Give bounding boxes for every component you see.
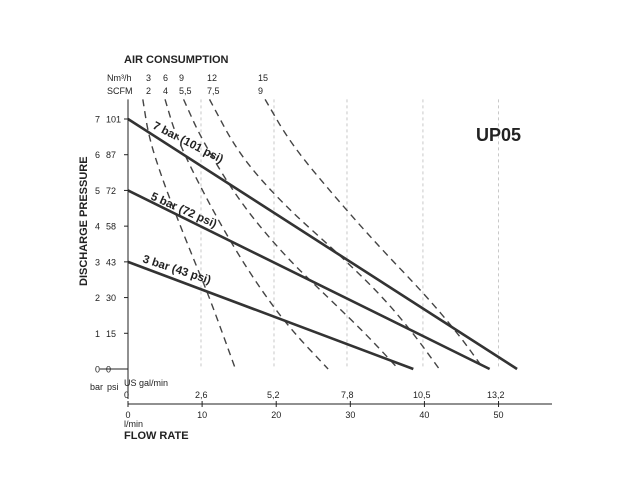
x-gpm-tick-label: 2,6 xyxy=(195,390,208,400)
x-axis-title: FLOW RATE xyxy=(124,430,189,442)
y-bar-tick-label: 1 xyxy=(95,329,100,339)
axes-layer xyxy=(100,99,552,407)
series-line-0 xyxy=(127,117,518,371)
nm3h-unit-label: Nm³/h xyxy=(107,73,132,83)
scfm-tick-label: 5,5 xyxy=(179,86,192,96)
y-psi-tick-label: 30 xyxy=(106,293,116,303)
nm3h-tick-label: 3 xyxy=(146,73,151,83)
scfm-tick-label: 7,5 xyxy=(207,86,220,96)
y-bar-tick-label: 6 xyxy=(95,150,100,160)
y-bar-tick-label: 4 xyxy=(95,222,100,232)
y-bar-tick-label: 0 xyxy=(95,365,100,375)
grid-layer xyxy=(200,99,499,369)
y-psi-tick-label: 87 xyxy=(106,150,116,160)
y-unit-psi: psi xyxy=(107,382,119,392)
x-lmin-tick-label: 40 xyxy=(419,410,429,420)
x-lmin-tick-label: 20 xyxy=(271,410,281,420)
y-psi-tick-label: 101 xyxy=(106,115,121,125)
y-axis-title: DISCHARGE PRESSURE xyxy=(78,156,90,286)
air-curve-12 xyxy=(208,99,440,370)
x-lmin-tick-label: 0 xyxy=(125,410,130,420)
y-psi-tick-label: 72 xyxy=(106,186,116,196)
model-label: UP05 xyxy=(476,125,521,145)
x-lmin-tick-label: 50 xyxy=(494,410,504,420)
y-psi-tick-label: 43 xyxy=(106,257,116,267)
nm3h-tick-label: 6 xyxy=(163,73,168,83)
scfm-unit-label: SCFM xyxy=(107,86,133,96)
x-unit-lmin: l/min xyxy=(124,419,143,429)
air-curve-15 xyxy=(264,99,485,370)
x-gpm-tick-label: 13,2 xyxy=(487,390,505,400)
air-curve-9 xyxy=(182,99,400,370)
nm3h-tick-label: 9 xyxy=(179,73,184,83)
nm3h-tick-label: 15 xyxy=(258,73,268,83)
y-unit-bar: bar xyxy=(90,382,103,392)
x-gpm-tick-label: 5,2 xyxy=(267,390,280,400)
scfm-tick-label: 4 xyxy=(163,86,168,96)
scfm-tick-label: 9 xyxy=(258,86,263,96)
air-curve-3 xyxy=(142,99,237,370)
x-gpm-tick-label: 0 xyxy=(124,390,129,400)
nm3h-tick-label: 12 xyxy=(207,73,217,83)
x-gpm-tick-label: 10,5 xyxy=(413,390,431,400)
x-lmin-tick-label: 10 xyxy=(197,410,207,420)
series-line-2 xyxy=(127,260,414,371)
y-psi-tick-label: 58 xyxy=(106,222,116,232)
pressure-series xyxy=(127,117,518,371)
x-lmin-tick-label: 30 xyxy=(345,410,355,420)
y-bar-tick-label: 7 xyxy=(95,115,100,125)
x-gpm-tick-label: 7,8 xyxy=(341,390,354,400)
y-bar-tick-label: 3 xyxy=(95,257,100,267)
x-unit-gpm: US gal/min xyxy=(124,378,168,388)
series-label: 5 bar (72 psi) xyxy=(149,191,219,231)
y-bar-tick-label: 5 xyxy=(95,186,100,196)
scfm-tick-label: 2 xyxy=(146,86,151,96)
y-psi-tick-label: 0 xyxy=(106,365,111,375)
y-psi-tick-label: 15 xyxy=(106,329,116,339)
y-bar-tick-label: 2 xyxy=(95,293,100,303)
air-consumption-title: AIR CONSUMPTION xyxy=(124,54,229,66)
series-line-1 xyxy=(127,189,491,371)
